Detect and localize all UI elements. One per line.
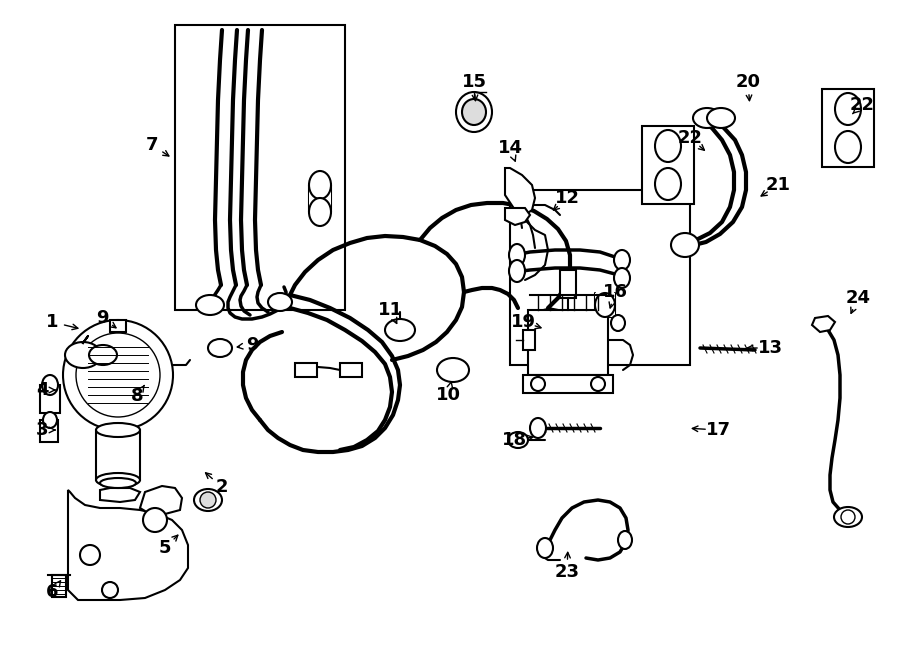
Ellipse shape xyxy=(611,315,625,331)
Circle shape xyxy=(841,510,855,524)
Circle shape xyxy=(102,582,118,598)
Ellipse shape xyxy=(655,168,681,200)
Text: 11: 11 xyxy=(377,301,402,319)
Ellipse shape xyxy=(531,377,545,391)
Ellipse shape xyxy=(707,108,735,128)
Bar xyxy=(642,126,694,204)
Text: 19: 19 xyxy=(510,313,536,331)
Text: 22: 22 xyxy=(850,96,875,114)
Ellipse shape xyxy=(456,92,492,132)
Text: 9: 9 xyxy=(95,309,108,327)
Text: 16: 16 xyxy=(602,283,627,301)
Bar xyxy=(309,185,331,212)
Text: 2: 2 xyxy=(216,478,229,496)
Text: 4: 4 xyxy=(36,381,49,399)
Bar xyxy=(110,320,126,332)
Ellipse shape xyxy=(89,345,117,365)
Ellipse shape xyxy=(614,250,630,270)
Bar xyxy=(340,363,362,377)
Polygon shape xyxy=(100,488,140,502)
Ellipse shape xyxy=(462,99,486,125)
Ellipse shape xyxy=(614,268,630,288)
Circle shape xyxy=(63,320,173,430)
Polygon shape xyxy=(505,208,530,225)
Polygon shape xyxy=(140,486,182,514)
Ellipse shape xyxy=(268,293,292,311)
Bar xyxy=(96,430,140,480)
Ellipse shape xyxy=(96,473,140,487)
Text: 1: 1 xyxy=(46,313,58,331)
Ellipse shape xyxy=(309,198,331,226)
Circle shape xyxy=(76,333,160,417)
Text: 14: 14 xyxy=(498,139,523,157)
Text: 15: 15 xyxy=(462,73,487,91)
Ellipse shape xyxy=(309,171,331,199)
Ellipse shape xyxy=(591,377,605,391)
Ellipse shape xyxy=(693,108,721,128)
Polygon shape xyxy=(812,316,835,332)
Text: 10: 10 xyxy=(436,386,461,404)
Ellipse shape xyxy=(96,423,140,437)
Text: 20: 20 xyxy=(735,73,760,91)
Ellipse shape xyxy=(595,293,615,317)
Text: 21: 21 xyxy=(766,176,790,194)
Bar xyxy=(295,363,317,377)
Text: 13: 13 xyxy=(758,339,782,357)
Bar xyxy=(175,25,345,310)
Ellipse shape xyxy=(208,339,232,357)
Text: 5: 5 xyxy=(158,539,171,557)
Bar xyxy=(40,420,58,442)
Text: 7: 7 xyxy=(146,136,158,154)
Text: 3: 3 xyxy=(36,421,49,439)
Ellipse shape xyxy=(530,418,546,438)
Text: 6: 6 xyxy=(46,583,58,601)
Bar xyxy=(528,310,608,375)
Ellipse shape xyxy=(655,130,681,162)
Text: 17: 17 xyxy=(706,421,731,439)
Circle shape xyxy=(200,492,216,508)
Bar xyxy=(523,330,535,350)
Ellipse shape xyxy=(509,244,525,266)
Bar xyxy=(510,190,690,365)
Circle shape xyxy=(80,545,100,565)
Ellipse shape xyxy=(43,412,57,428)
Bar xyxy=(822,89,874,167)
Text: 9: 9 xyxy=(246,336,258,354)
Polygon shape xyxy=(68,490,188,600)
Bar xyxy=(523,375,613,393)
Circle shape xyxy=(143,508,167,532)
Text: 23: 23 xyxy=(554,563,580,581)
Ellipse shape xyxy=(671,233,699,257)
Text: 18: 18 xyxy=(502,431,527,449)
Ellipse shape xyxy=(835,93,861,125)
Ellipse shape xyxy=(385,319,415,341)
Ellipse shape xyxy=(42,375,58,395)
Polygon shape xyxy=(505,168,535,215)
Ellipse shape xyxy=(537,538,553,558)
Ellipse shape xyxy=(508,432,528,448)
Bar xyxy=(595,293,615,317)
Bar xyxy=(40,385,60,413)
Bar xyxy=(560,270,576,298)
Ellipse shape xyxy=(835,131,861,163)
Ellipse shape xyxy=(196,295,224,315)
Ellipse shape xyxy=(834,507,862,527)
Text: 22: 22 xyxy=(678,129,703,147)
Ellipse shape xyxy=(194,489,222,511)
Ellipse shape xyxy=(618,531,632,549)
Bar xyxy=(52,575,66,597)
Text: 24: 24 xyxy=(845,289,870,307)
Ellipse shape xyxy=(509,260,525,282)
Text: 12: 12 xyxy=(554,189,580,207)
Text: 8: 8 xyxy=(130,387,143,405)
Ellipse shape xyxy=(437,358,469,382)
Ellipse shape xyxy=(100,478,136,488)
Ellipse shape xyxy=(65,342,101,368)
